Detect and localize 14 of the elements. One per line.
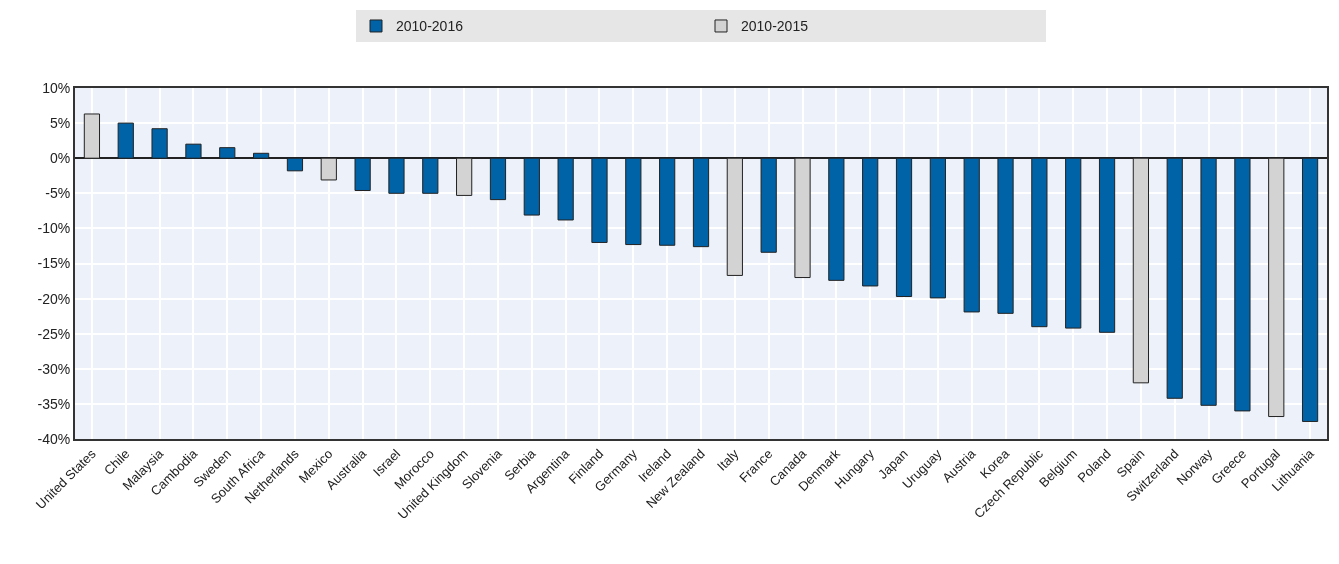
y-tick-label: -5%: [45, 185, 71, 202]
y-tick-label: -10%: [37, 220, 71, 237]
y-tick-label: -15%: [37, 255, 71, 272]
legend-label: 2010-2016: [396, 18, 464, 35]
y-tick-label: -35%: [37, 395, 71, 412]
y-tick-label: -20%: [37, 290, 71, 307]
y-tick-label: 5%: [49, 115, 71, 131]
y-tick-label: -30%: [37, 360, 71, 377]
legend-label: 2010-2015: [741, 18, 809, 35]
y-tick-label: 0%: [49, 150, 71, 167]
y-tick-label: -25%: [37, 325, 71, 342]
x-tick-label: Italy: [714, 445, 742, 474]
y-tick-label: -40%: [37, 430, 71, 447]
y-tick-label: 10%: [42, 79, 71, 96]
